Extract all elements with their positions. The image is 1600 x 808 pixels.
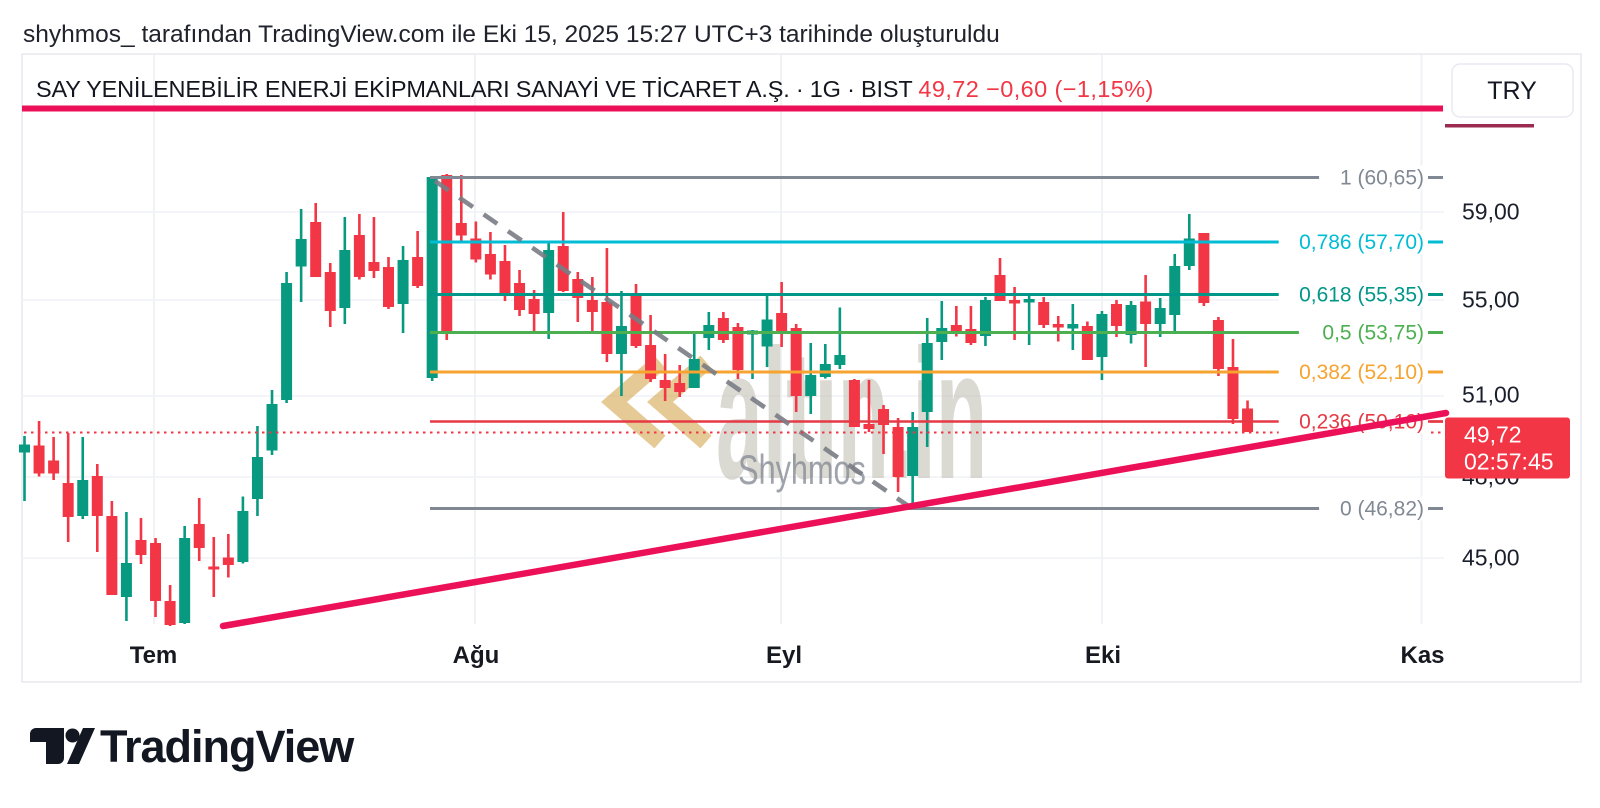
svg-text:51,00: 51,00 [1462,382,1520,408]
svg-text:45,00: 45,00 [1462,545,1520,571]
svg-text:49,72: 49,72 [1464,422,1522,448]
svg-text:0,618 (55,35): 0,618 (55,35) [1299,284,1424,307]
svg-text:Eki: Eki [1085,642,1121,669]
svg-text:0,5 (53,75): 0,5 (53,75) [1322,322,1424,345]
svg-text:1 (60,65): 1 (60,65) [1340,167,1424,190]
svg-text:Tem: Tem [130,642,178,669]
svg-text:02:57:45: 02:57:45 [1464,449,1554,475]
svg-text:0,236 (50,10): 0,236 (50,10) [1299,411,1424,434]
svg-text:0 (46,82): 0 (46,82) [1340,498,1424,521]
svg-text:shyhmos_ tarafından TradingVie: shyhmos_ tarafından TradingView.com ile … [23,21,1000,48]
svg-text:0,382 (52,10): 0,382 (52,10) [1299,361,1424,384]
svg-text:Kas: Kas [1400,642,1444,669]
svg-text:TRY: TRY [1487,77,1537,105]
svg-text:0,786 (57,70): 0,786 (57,70) [1299,231,1424,254]
svg-text:SAY YENİLENEBİLİR ENERJİ EKİPM: SAY YENİLENEBİLİR ENERJİ EKİPMANLARI SAN… [36,76,1154,102]
svg-text:55,00: 55,00 [1462,287,1520,313]
svg-text:TradingView: TradingView [100,721,355,772]
svg-text:Eyl: Eyl [766,642,802,669]
svg-text:Ağu: Ağu [453,642,500,669]
svg-text:Shyhmos: Shyhmos [738,446,866,493]
svg-text:59,00: 59,00 [1462,199,1520,225]
